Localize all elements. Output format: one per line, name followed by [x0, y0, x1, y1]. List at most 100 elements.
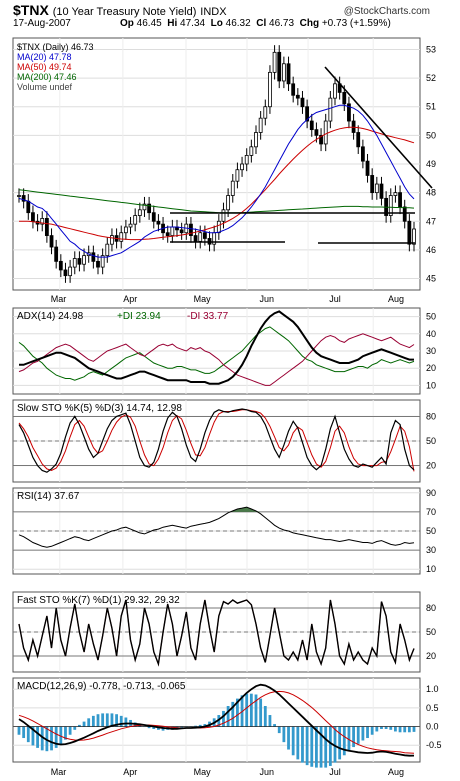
price-candle-body — [412, 228, 416, 245]
plus-di-line — [18, 326, 415, 381]
ticker-name: (10 Year Treasury Note Yield) — [52, 6, 197, 18]
price-legend-entry: MA(50) 49.74 — [17, 62, 72, 72]
price-candle-body — [240, 163, 244, 171]
fast-sto-y-tick: 20 — [426, 651, 436, 661]
slow-sto-y-tick: 80 — [426, 411, 436, 421]
price-candle-body — [244, 155, 249, 165]
lo-value: 46.32 — [225, 18, 251, 29]
price-candle-body — [31, 212, 35, 222]
price-candle-body — [263, 106, 268, 119]
quote-line: Op 46.45 Hi 47.34 Lo 46.32 Cl 46.73 Chg … — [120, 18, 391, 29]
price-candle-body — [26, 200, 31, 214]
adx-y-tick: 20 — [426, 363, 436, 373]
price-candle-body — [202, 232, 207, 239]
price-legend-entry: $TNX (Daily) 46.73 — [17, 42, 94, 52]
slow-sto-y-tick: 50 — [426, 436, 436, 446]
price-candle-body — [105, 243, 110, 257]
price-candle-body — [407, 220, 412, 245]
price-candle-body — [323, 120, 328, 145]
chg-label: Chg — [299, 18, 320, 29]
macd-histogram-bar — [310, 726, 314, 767]
macd-histogram-bar — [273, 724, 276, 727]
price-candle-body — [351, 120, 356, 133]
price-candle-body — [44, 218, 49, 236]
price-candle-body — [17, 195, 21, 197]
price-candle-body — [147, 203, 152, 214]
price-candle-body — [119, 232, 124, 242]
price-candle-body — [49, 235, 54, 248]
price-candle-body — [189, 223, 193, 236]
minus-di-line — [18, 333, 415, 386]
price-x-tick: Apr — [123, 294, 137, 304]
price-candle-body — [249, 146, 254, 156]
macd-histogram-bar — [328, 726, 332, 766]
price-candle-body — [179, 229, 184, 234]
macd-histogram-bar — [73, 726, 77, 730]
price-candle-body — [342, 92, 347, 105]
chg-value: +0.73 (+1.59%) — [321, 18, 391, 29]
macd-histogram-bar — [198, 724, 202, 727]
price-candle-body — [110, 235, 114, 245]
macd-histogram-bar — [407, 726, 411, 733]
price-candle-body — [374, 183, 379, 194]
rsi-y-tick: 90 — [426, 488, 436, 498]
macd-histogram-bar — [147, 726, 151, 729]
ma50-line — [19, 126, 415, 241]
macd-histogram-bar — [82, 721, 86, 727]
price-candle-body — [365, 160, 370, 176]
macd-histogram-bar — [231, 701, 235, 727]
macd-histogram-bar — [356, 726, 360, 744]
price-candle-body — [286, 63, 291, 85]
adx-legend-entry: +DI 23.94 — [117, 311, 161, 322]
macd-histogram-bar — [68, 726, 72, 735]
macd-histogram-bar — [333, 726, 337, 763]
macd-histogram-bar — [40, 726, 44, 751]
price-legend-entry: Volume undef — [17, 82, 73, 92]
price-candle-body — [328, 97, 333, 122]
price-candle-body — [356, 132, 361, 148]
macd-histogram-bar — [370, 726, 374, 735]
price-candle-body — [268, 71, 272, 108]
price-candle-body — [226, 195, 231, 211]
op-label: Op — [120, 18, 134, 29]
price-candle-body — [300, 97, 305, 108]
price-legend-entry: MA(200) 47.46 — [17, 72, 77, 82]
macd-x-tick: Apr — [123, 767, 137, 777]
macd-histogram-bar — [282, 726, 286, 743]
macd-y-tick: 0.5 — [426, 703, 439, 713]
price-candle-body — [216, 220, 221, 234]
macd-x-tick: Jul — [329, 767, 341, 777]
rsi-y-tick: 70 — [426, 507, 436, 517]
price-candle-body — [58, 260, 63, 271]
macd-histogram-bar — [240, 695, 244, 727]
rsi-legend: RSI(14) 37.67 — [17, 491, 80, 502]
price-y-tick: 46 — [426, 245, 436, 255]
price-y-tick: 45 — [426, 274, 436, 284]
price-candle-body — [100, 255, 105, 268]
adx-legend-entry: -DI 33.77 — [187, 311, 229, 322]
macd-histogram-bar — [249, 693, 253, 727]
price-candle-body — [123, 226, 128, 234]
macd-histogram-bar — [384, 726, 388, 729]
ticker-title: $TNX (10 Year Treasury Note Yield) INDX — [13, 2, 227, 18]
price-candle-body — [128, 223, 133, 228]
price-y-tick: 51 — [426, 102, 436, 112]
rsi-y-tick: 30 — [426, 545, 436, 555]
price-candle-body — [96, 260, 100, 268]
adx-y-tick: 10 — [426, 380, 436, 390]
price-candle-body — [258, 117, 263, 133]
resistance-trendline — [324, 66, 433, 189]
price-candle-body — [170, 226, 175, 236]
op-value: 46.45 — [136, 18, 162, 29]
macd-histogram-bar — [398, 726, 402, 733]
fast-sto-k-line — [18, 599, 415, 667]
macd-histogram-bar — [59, 726, 63, 745]
price-candle-body — [72, 258, 77, 268]
ma20-line — [18, 104, 415, 258]
macd-histogram-bar — [87, 718, 91, 727]
macd-histogram-bar — [105, 713, 109, 727]
macd-signal-line — [18, 690, 415, 754]
price-candle-body — [333, 83, 337, 99]
macd-histogram-bar — [78, 724, 81, 727]
macd-histogram-bar — [412, 726, 416, 732]
